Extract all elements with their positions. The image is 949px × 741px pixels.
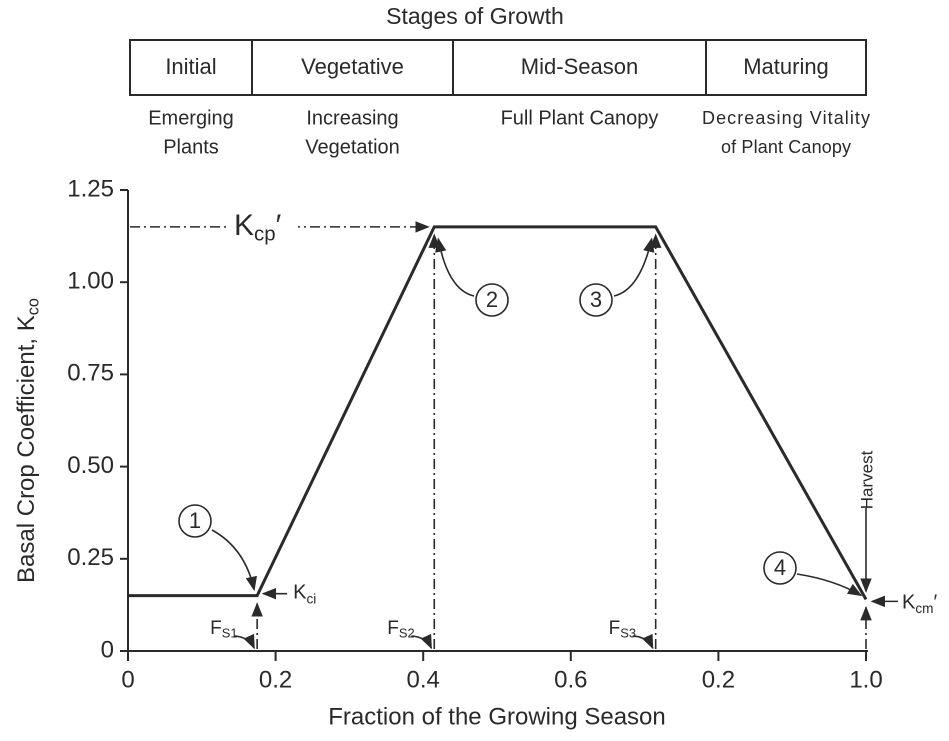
stage-description: Plants [163,136,219,158]
marker-arrow [796,573,863,597]
fs-arrow [632,633,654,650]
x-tick-label: 1.0 [849,666,882,693]
fs-arrow [411,633,432,650]
fs-arrow [234,633,255,650]
kcm-label-sub: cm [915,601,933,616]
fs-label-base: F [210,618,222,639]
marker-label: 1 [189,508,201,533]
fs-label-sub: S1 [222,626,238,641]
kcm-label: Kcm′ [902,592,937,616]
kcp-label-bg [228,204,298,247]
harvest-label: Harvest [857,450,876,509]
y-axis-label: Basal Crop Coefficient, Kco [13,298,43,583]
y-tick-label: 1.25 [67,175,114,202]
kcm-label-base: K [902,592,916,614]
kcp-label-base: K [234,209,254,242]
stage-description: Emerging [148,107,234,129]
kci-label-sub: ci [306,591,316,606]
y-tick-label: 0.25 [67,544,114,571]
fs-label-sub: S2 [399,626,415,641]
kcm-label-suffix: ′ [933,592,937,614]
x-axis-label: Fraction of the Growing Season [328,703,666,730]
fs-label-base: F [387,618,399,639]
x-tick-label: 0 [121,666,134,693]
kc-line [128,225,868,601]
stage-description: of Plant Canopy [721,137,851,157]
kci-label-base: K [293,582,307,604]
x-tick-label: 0.2 [259,666,292,693]
marker-arrow [211,529,257,592]
stage-name: Vegetative [301,54,404,79]
stage-name: Maturing [743,54,829,79]
y-tick-label: 0.50 [67,452,114,479]
y-tick-label: 0.75 [67,360,114,387]
marker-circle [579,283,613,317]
fs-label: FS2 [387,618,414,641]
kci-label: Kci [293,582,316,606]
y-tick-label: 1.00 [67,268,114,295]
stage-name: Mid-Season [521,54,638,79]
stage-description: Full Plant Canopy [501,107,659,129]
fs-label-sub: S3 [620,626,636,641]
marker-label: 2 [486,287,498,312]
kcp-label-suffix: ′ [276,209,282,242]
marker-circle [178,504,212,538]
x-tick-label: 0.2 [702,666,735,693]
stage-description: Vegetation [305,136,400,158]
marker-label: 3 [590,287,602,312]
chart-title: Stages of Growth [386,3,564,29]
fs-label-base: F [609,618,621,639]
fs-label: FS1 [210,618,237,641]
stages-box [129,39,867,96]
kcp-label: Kcp′ [234,209,282,246]
stage-description: Decreasing Vitality [702,108,870,128]
y-axis-label-base: Basal Crop Coefficient, K [13,315,40,583]
marker-circle [475,283,509,317]
kcp-label-sub: cp [254,224,276,246]
stage-description: Increasing [306,107,398,129]
stage-name: Initial [165,54,216,79]
x-tick-label: 0.6 [554,666,587,693]
y-tick-label: 0 [101,636,114,663]
marker-circle [763,551,797,585]
y-axis-label-sub: co [25,298,43,315]
marker-label: 4 [774,555,786,580]
fs-label: FS3 [609,618,636,641]
x-tick-label: 0.4 [407,666,440,693]
marker-arrow [435,237,475,297]
marker-arrow [613,237,655,297]
